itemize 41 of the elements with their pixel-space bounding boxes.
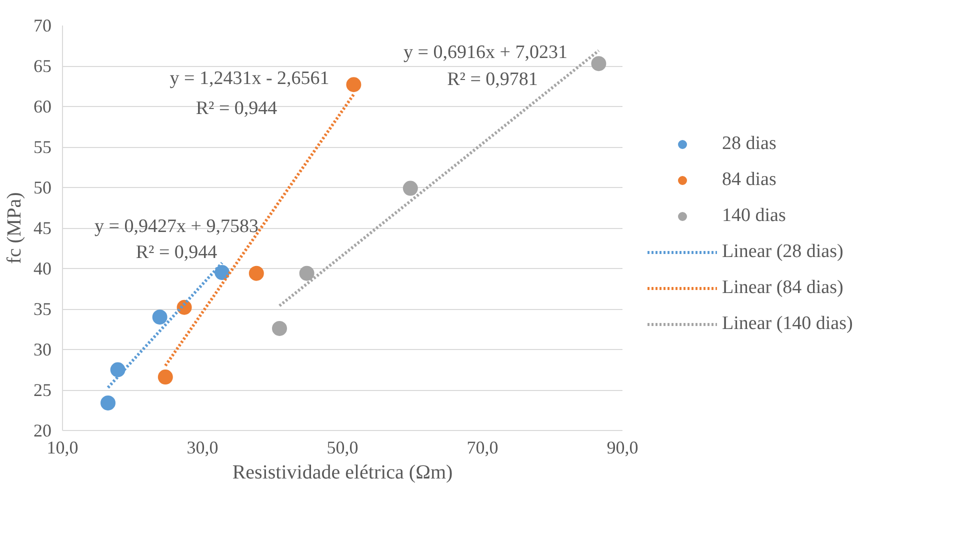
- y-tick-label: 60: [34, 96, 52, 116]
- point: [100, 395, 116, 410]
- y-tick-label: 65: [34, 56, 52, 76]
- annotation: y = 0,9427x + 9,7583: [94, 216, 258, 237]
- annotation: R² = 0,944: [196, 98, 278, 119]
- point: [402, 180, 418, 196]
- annotation: R² = 0,944: [136, 242, 218, 263]
- point: [214, 265, 230, 280]
- point: [248, 266, 264, 281]
- point: [158, 370, 173, 385]
- annotation: R² = 0,9781: [447, 69, 538, 90]
- x-tick-label: 10,0: [46, 438, 78, 458]
- legend-label: Linear (28 dias): [722, 241, 844, 263]
- x-tick-label: 30,0: [186, 438, 218, 458]
- annotation: y = 1,2431x - 2,6561: [170, 68, 330, 89]
- point: [272, 320, 287, 336]
- y-axis-title: fc (MPa): [4, 192, 26, 264]
- y-tick-label: 40: [34, 258, 52, 278]
- annotation: y = 0,6916x + 7,0231: [404, 42, 568, 63]
- y-tick-label: 55: [34, 137, 52, 157]
- y-tick-label: 70: [34, 16, 52, 36]
- y-tick-label: 20: [34, 420, 52, 440]
- legend-label: Linear (84 dias): [722, 277, 844, 299]
- point: [591, 56, 606, 72]
- x-tick-label: 70,0: [466, 438, 498, 458]
- legend-label: 84 dias: [722, 169, 778, 191]
- y-tick-label: 25: [34, 380, 52, 400]
- y-tick-label: 45: [34, 218, 52, 238]
- y-tick-label: 30: [34, 340, 52, 360]
- x-axis-title: Resistividade elétrica (Ωm): [232, 462, 453, 484]
- legend-label: 28 dias: [722, 133, 778, 155]
- point: [152, 310, 168, 325]
- x-tick-label: 90,0: [606, 438, 638, 458]
- y-tick-label: 35: [34, 299, 52, 319]
- y-tick-label: 50: [34, 178, 52, 198]
- point: [299, 266, 314, 281]
- point: [346, 77, 362, 92]
- x-tick-label: 50,0: [326, 438, 358, 458]
- legend-label: Linear (140 dias): [722, 313, 853, 335]
- point: [110, 362, 126, 378]
- legend-label: 140 dias: [722, 205, 787, 227]
